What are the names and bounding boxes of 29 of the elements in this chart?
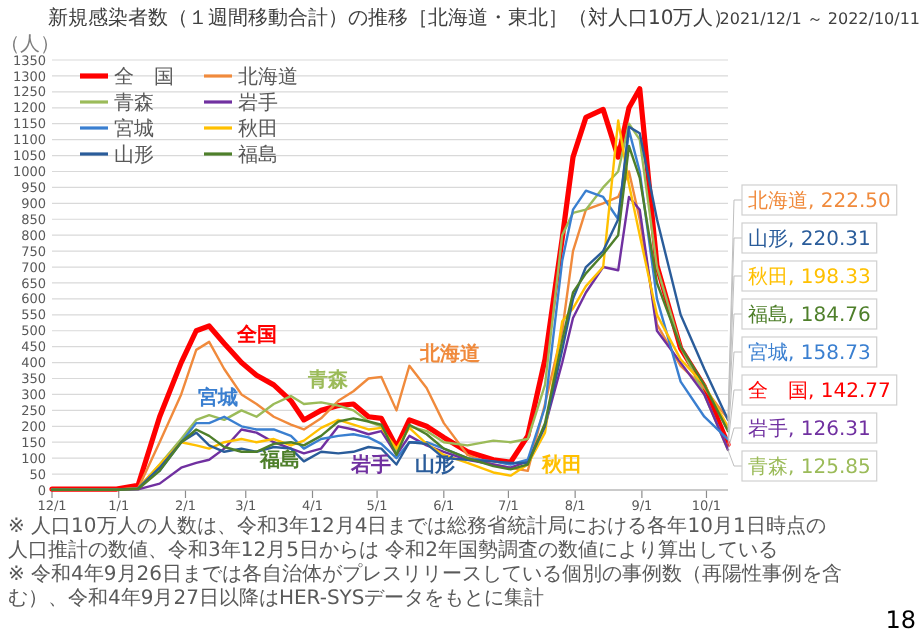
text: ※ 人口10万人の人数は、令和3年12月4日までは総務省統計局における各年10月1日時点の人口推計の数値、令和3年12月5日からは 令和2年国勢調査の数値により算出している [8,514,826,562]
y-axis-title: （人） [0,34,60,56]
annotation: 宮城 [197,386,238,411]
annotation: 青森, 125.85 [748,455,871,479]
legend-label: 北海道 [238,65,298,89]
legend-label: 岩手 [238,91,278,115]
annotation: 岩手 [348,453,391,478]
legend-label: 秋田 [238,117,278,141]
text: 2021/12/1 ～ 2022/10/11 [719,10,920,28]
annotation: 福島, 184.76 [748,303,871,327]
annotation: 山形 [415,453,456,478]
annotation: 山形, 220.31 [748,227,871,251]
annotation: 秋田, 198.33 [748,265,871,289]
legend-label: 全 国 [114,65,174,89]
legend-label: 福島 [238,143,278,167]
annotation: 福島 [258,448,301,473]
legend-label: 宮城 [114,117,154,141]
annotation: 全 国, 142.77 [748,379,891,403]
legend-label: 山形 [114,143,154,167]
annotation: 全国 [234,322,277,347]
annotation: 北海道 [418,341,483,366]
text: 18 [885,606,916,634]
legend-label: 青森 [114,91,154,115]
annotation: 岩手, 126.31 [748,417,871,441]
annotation: 北海道, 222.50 [748,189,891,213]
annotation: 青森 [305,368,350,393]
annotation: 秋田 [540,453,583,478]
annotation: 宮城, 158.73 [748,341,871,365]
text: ※ 令和4年9月26日までは各自治体がプレスリリースしている個別の事例数（再陽性事例を含む）、令和4年9月27日以降はHER-SYSデータをもとに集計 [8,562,843,610]
